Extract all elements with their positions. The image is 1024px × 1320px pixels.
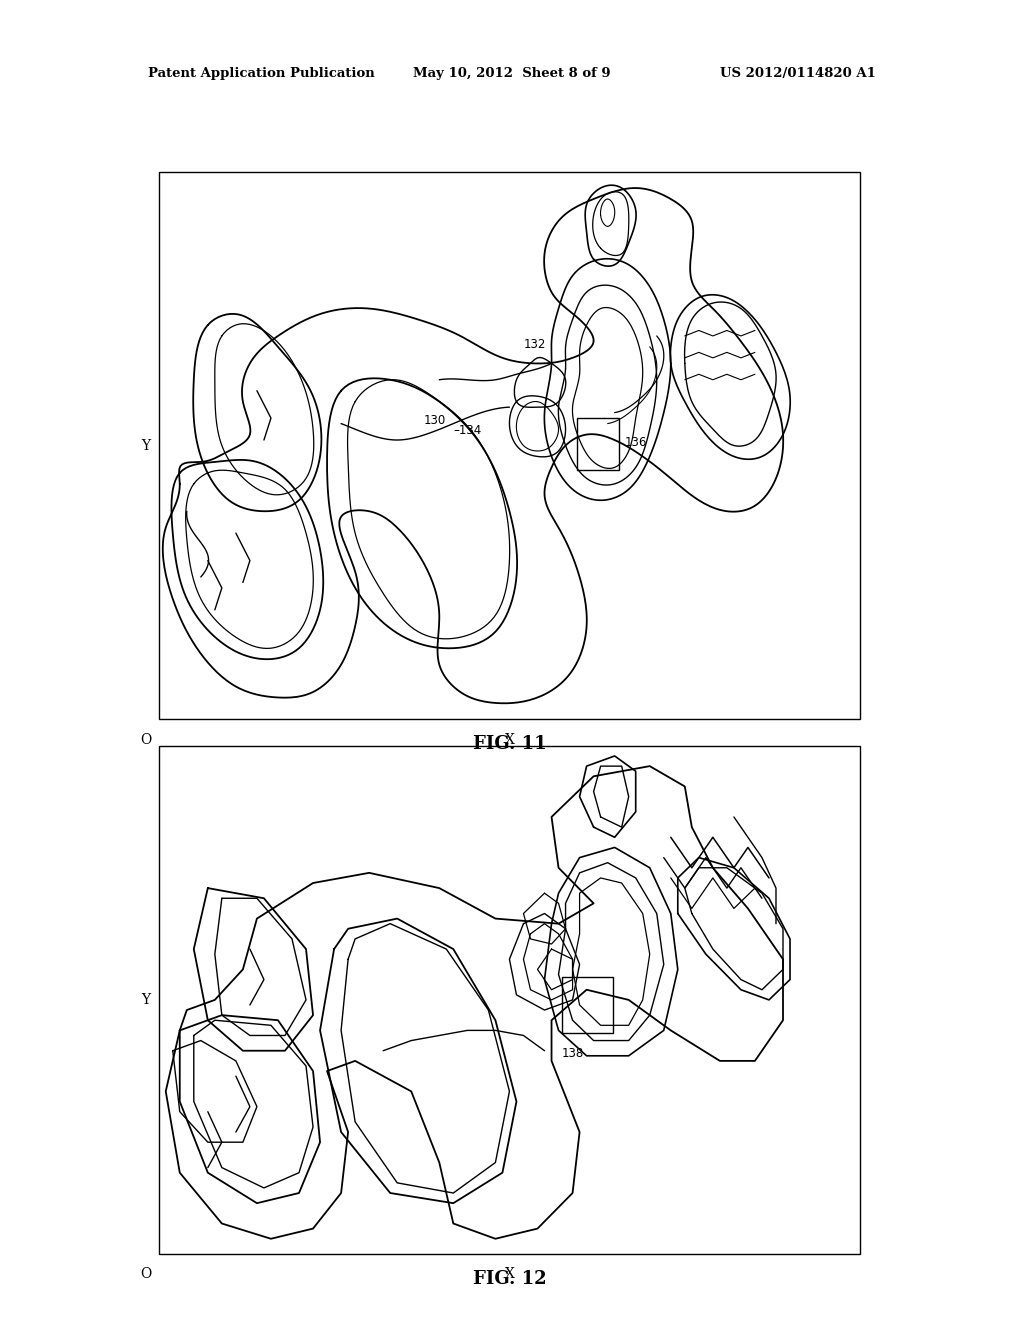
Text: 136: 136 (625, 437, 647, 449)
Text: O: O (140, 733, 151, 747)
Text: Y: Y (141, 993, 150, 1007)
Text: 130: 130 (424, 414, 446, 428)
Text: O: O (140, 1267, 151, 1282)
Text: –134: –134 (454, 424, 481, 437)
Text: X: X (505, 733, 514, 747)
Bar (159, 746, 860, 1254)
Bar (562, 977, 612, 1034)
Text: 132: 132 (523, 338, 546, 351)
Text: Patent Application Publication: Patent Application Publication (148, 67, 375, 81)
Bar (159, 172, 860, 719)
Text: X: X (505, 1267, 514, 1282)
Text: 138: 138 (562, 1047, 585, 1060)
Text: FIG. 11: FIG. 11 (473, 735, 547, 754)
Text: May 10, 2012  Sheet 8 of 9: May 10, 2012 Sheet 8 of 9 (414, 67, 610, 81)
Text: Y: Y (141, 438, 150, 453)
Text: US 2012/0114820 A1: US 2012/0114820 A1 (720, 67, 876, 81)
Text: FIG. 12: FIG. 12 (473, 1270, 547, 1288)
Bar (577, 418, 618, 470)
